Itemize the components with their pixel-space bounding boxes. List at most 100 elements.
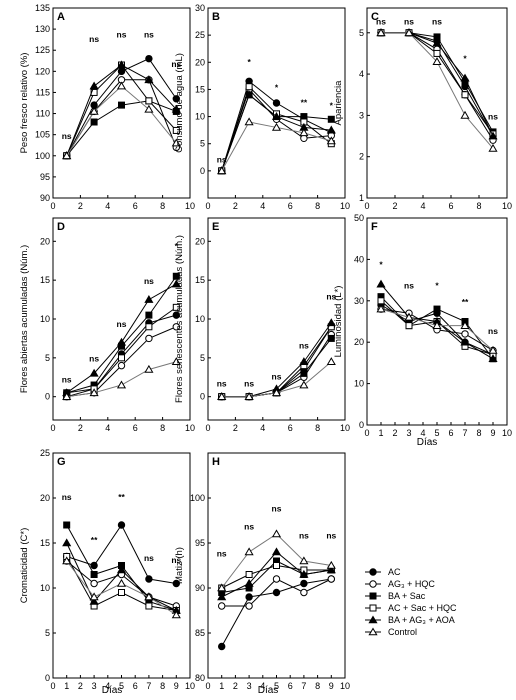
x-axis-label-h: Días <box>258 685 279 696</box>
data-point <box>172 126 180 134</box>
x-tick-label: 6 <box>448 428 453 438</box>
data-point <box>432 38 442 47</box>
y-tick-label: 20 <box>354 337 364 347</box>
data-point <box>271 547 282 556</box>
y-tick-label: 120 <box>35 66 50 76</box>
x-tick-label: 10 <box>502 428 512 438</box>
data-point <box>171 610 181 619</box>
data-point <box>171 104 181 113</box>
panel-letter: B <box>212 11 220 23</box>
y-tick-label: 30 <box>354 296 364 306</box>
data-point <box>172 323 181 331</box>
y-axis-label: Consumo de agua (mL) <box>174 53 185 153</box>
data-point <box>244 578 254 587</box>
significance-label: ns <box>171 59 181 69</box>
x-tick-label: 6 <box>133 201 138 211</box>
y-tick-label: 110 <box>36 109 50 119</box>
significance-label: * <box>379 260 383 270</box>
data-point <box>90 118 98 126</box>
y-tick-label: 10 <box>195 314 205 324</box>
data-point <box>376 28 386 37</box>
x-axis-label-f: Días <box>417 437 438 448</box>
y-tick-label: 20 <box>40 236 50 246</box>
panel-letter: H <box>212 456 220 468</box>
y-tick-label: 0 <box>359 420 364 430</box>
data-point <box>144 104 154 113</box>
data-point <box>90 579 98 588</box>
x-tick-label: 3 <box>92 681 97 691</box>
significance-label: ns <box>144 553 154 563</box>
significance-label: ns <box>244 522 254 532</box>
data-point <box>327 334 335 342</box>
data-point <box>299 380 309 389</box>
significance-label: ns <box>404 280 414 290</box>
data-point <box>144 592 154 601</box>
data-point <box>116 578 127 587</box>
significance-label: ns <box>376 17 386 27</box>
legend-item: Control <box>365 627 417 637</box>
legend-label: BA + Sac <box>388 591 426 601</box>
y-tick-label: 20 <box>195 236 205 246</box>
x-tick-label: 0 <box>50 423 55 433</box>
data-point <box>62 392 72 400</box>
data-point <box>217 166 227 175</box>
significance-label: ** <box>118 492 125 502</box>
y-axis-label: Luminosidad (L*) <box>333 286 344 358</box>
x-tick-label: 4 <box>105 681 110 691</box>
y-tick-label: 10 <box>40 314 50 324</box>
y-tick-label: 0 <box>200 392 205 402</box>
x-tick-label: 8 <box>476 428 481 438</box>
y-tick-label: 105 <box>35 130 50 140</box>
data-point <box>89 388 99 397</box>
significance-label: ns <box>326 292 336 302</box>
data-point <box>89 592 99 601</box>
data-point <box>245 593 253 601</box>
data-point <box>327 115 335 123</box>
significance-label: ns <box>404 17 414 27</box>
data-point <box>300 579 308 588</box>
data-point <box>326 565 336 574</box>
x-tick-label: 4 <box>260 201 265 211</box>
data-point <box>460 337 470 346</box>
data-point <box>145 311 153 319</box>
data-point <box>299 128 309 137</box>
chart-panel-c: C 1 2 3 4 5 0 2 4 6 8 10 Apariencia ns ns ns * ns <box>333 7 512 211</box>
plot-frame <box>207 7 346 199</box>
data-point <box>144 364 154 373</box>
data-point <box>404 312 414 321</box>
data-point <box>377 297 385 305</box>
data-point <box>218 602 226 610</box>
y-tick-label: 4 <box>359 69 364 79</box>
data-point <box>271 122 282 131</box>
y-tick-label: 25 <box>40 448 50 458</box>
y-tick-label: 5 <box>200 353 205 363</box>
y-tick-label: 10 <box>40 583 50 593</box>
legend-label: AC + Sac + HQC <box>388 603 457 613</box>
data-point <box>117 521 126 529</box>
significance-label: ns <box>299 531 309 541</box>
significance-label: * <box>463 54 467 64</box>
significance-label: ns <box>299 341 309 351</box>
data-point <box>299 357 309 366</box>
y-axis-label: Flores abiertas acumuladas (Núm.) <box>19 245 30 393</box>
data-point <box>118 101 125 109</box>
x-tick-label: 8 <box>315 423 320 433</box>
x-tick-label: 8 <box>315 681 320 691</box>
y-axis-label: Cromaticidad (C*) <box>19 528 30 604</box>
y-tick-label: 40 <box>354 254 364 264</box>
series-line <box>66 85 177 157</box>
x-tick-label: 6 <box>133 681 138 691</box>
data-point <box>271 111 282 120</box>
y-tick-label: 85 <box>195 628 205 638</box>
x-axis-label-g: Días <box>102 685 123 696</box>
significance-label: * <box>435 280 439 290</box>
panel-letter: D <box>57 221 65 233</box>
data-point <box>172 272 180 280</box>
significance-label: ns <box>217 549 227 559</box>
x-tick-label: 5 <box>119 681 124 691</box>
y-tick-label: 1 <box>359 193 364 203</box>
y-tick-label: 10 <box>195 112 205 122</box>
y-tick-label: 30 <box>195 3 205 13</box>
significance-label: ns <box>217 379 227 389</box>
